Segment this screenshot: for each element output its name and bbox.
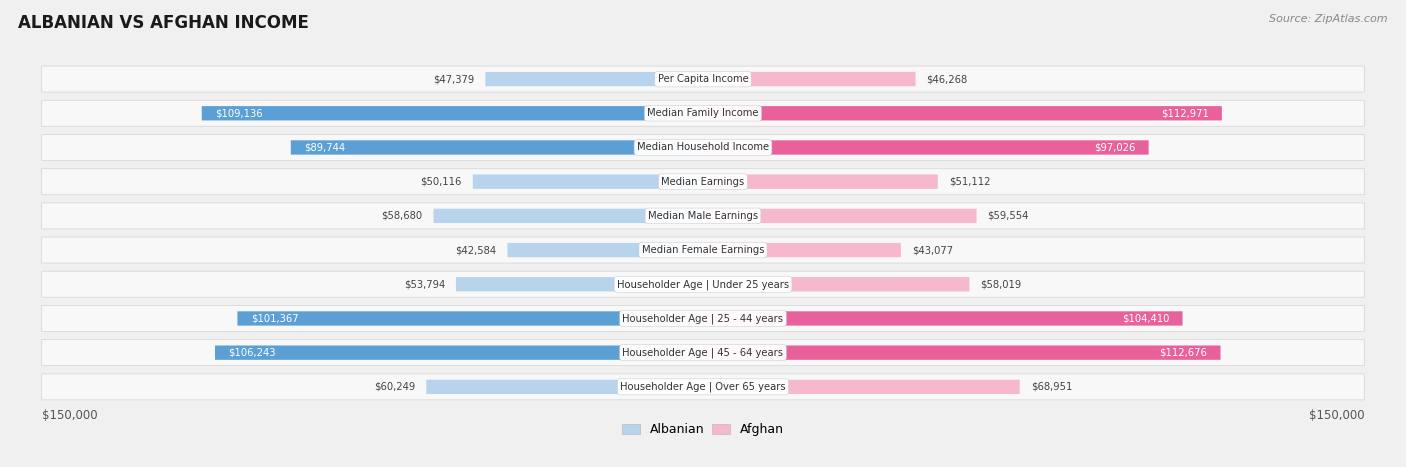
Text: $68,951: $68,951 xyxy=(1031,382,1073,392)
FancyBboxPatch shape xyxy=(703,243,901,257)
FancyBboxPatch shape xyxy=(433,209,703,223)
FancyBboxPatch shape xyxy=(703,277,970,291)
Text: Householder Age | Under 25 years: Householder Age | Under 25 years xyxy=(617,279,789,290)
Text: $109,136: $109,136 xyxy=(215,108,263,118)
FancyBboxPatch shape xyxy=(485,72,703,86)
FancyBboxPatch shape xyxy=(703,209,977,223)
Text: $58,019: $58,019 xyxy=(980,279,1022,289)
FancyBboxPatch shape xyxy=(215,346,703,360)
FancyBboxPatch shape xyxy=(291,140,703,155)
FancyBboxPatch shape xyxy=(42,374,1364,400)
Text: ALBANIAN VS AFGHAN INCOME: ALBANIAN VS AFGHAN INCOME xyxy=(18,14,309,32)
Text: $47,379: $47,379 xyxy=(433,74,474,84)
FancyBboxPatch shape xyxy=(42,66,1364,92)
Text: $106,243: $106,243 xyxy=(228,347,276,358)
Text: $97,026: $97,026 xyxy=(1094,142,1136,153)
FancyBboxPatch shape xyxy=(703,311,1182,325)
Text: Householder Age | Over 65 years: Householder Age | Over 65 years xyxy=(620,382,786,392)
Text: $89,744: $89,744 xyxy=(304,142,344,153)
FancyBboxPatch shape xyxy=(703,106,1222,120)
Text: Median Female Earnings: Median Female Earnings xyxy=(641,245,765,255)
Text: $42,584: $42,584 xyxy=(456,245,496,255)
Text: $46,268: $46,268 xyxy=(927,74,967,84)
Text: $112,676: $112,676 xyxy=(1160,347,1208,358)
Text: $104,410: $104,410 xyxy=(1122,313,1170,324)
Text: $53,794: $53,794 xyxy=(404,279,444,289)
Text: $101,367: $101,367 xyxy=(250,313,298,324)
FancyBboxPatch shape xyxy=(42,305,1364,332)
Text: $60,249: $60,249 xyxy=(374,382,415,392)
Text: $59,554: $59,554 xyxy=(987,211,1029,221)
FancyBboxPatch shape xyxy=(42,237,1364,263)
FancyBboxPatch shape xyxy=(42,169,1364,195)
Text: Median Earnings: Median Earnings xyxy=(661,177,745,187)
FancyBboxPatch shape xyxy=(703,72,915,86)
FancyBboxPatch shape xyxy=(703,140,1149,155)
FancyBboxPatch shape xyxy=(42,100,1364,126)
FancyBboxPatch shape xyxy=(456,277,703,291)
Text: Median Male Earnings: Median Male Earnings xyxy=(648,211,758,221)
Text: $50,116: $50,116 xyxy=(420,177,461,187)
Text: Source: ZipAtlas.com: Source: ZipAtlas.com xyxy=(1270,14,1388,24)
Text: $58,680: $58,680 xyxy=(381,211,422,221)
FancyBboxPatch shape xyxy=(508,243,703,257)
Text: Householder Age | 45 - 64 years: Householder Age | 45 - 64 years xyxy=(623,347,783,358)
Text: Median Household Income: Median Household Income xyxy=(637,142,769,153)
FancyBboxPatch shape xyxy=(42,203,1364,229)
FancyBboxPatch shape xyxy=(238,311,703,325)
FancyBboxPatch shape xyxy=(42,271,1364,297)
FancyBboxPatch shape xyxy=(703,380,1019,394)
Legend: Albanian, Afghan: Albanian, Afghan xyxy=(617,418,789,441)
FancyBboxPatch shape xyxy=(42,340,1364,366)
FancyBboxPatch shape xyxy=(472,175,703,189)
Text: $51,112: $51,112 xyxy=(949,177,990,187)
Text: $112,971: $112,971 xyxy=(1161,108,1209,118)
Text: Householder Age | 25 - 44 years: Householder Age | 25 - 44 years xyxy=(623,313,783,324)
FancyBboxPatch shape xyxy=(201,106,703,120)
Text: $150,000: $150,000 xyxy=(1309,409,1364,422)
FancyBboxPatch shape xyxy=(703,346,1220,360)
Text: $43,077: $43,077 xyxy=(912,245,953,255)
Text: Median Family Income: Median Family Income xyxy=(647,108,759,118)
FancyBboxPatch shape xyxy=(42,134,1364,161)
FancyBboxPatch shape xyxy=(703,175,938,189)
Text: Per Capita Income: Per Capita Income xyxy=(658,74,748,84)
Text: $150,000: $150,000 xyxy=(42,409,97,422)
FancyBboxPatch shape xyxy=(426,380,703,394)
